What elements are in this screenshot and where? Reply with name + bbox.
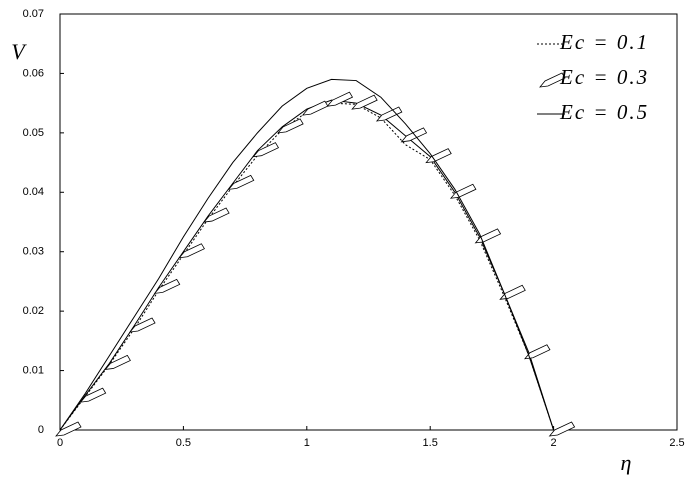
y-tick-label: 0.06 — [23, 67, 44, 79]
pencil-marker — [548, 421, 576, 437]
pencil-marker — [104, 354, 131, 370]
pencil-marker — [277, 118, 304, 134]
pencil-marker — [301, 100, 329, 116]
y-tick-label: 0.03 — [23, 246, 44, 258]
x-tick-label: 0 — [57, 437, 63, 449]
pencil-marker — [79, 387, 107, 403]
pencil-marker — [425, 148, 452, 164]
legend-symbol — [539, 72, 566, 88]
x-tick-label: 0.5 — [176, 437, 191, 449]
y-tick-label: 0.04 — [23, 186, 44, 198]
y-tick-label: 0 — [38, 424, 44, 436]
y-tick-label: 0.05 — [23, 127, 44, 139]
series-line — [59, 99, 555, 431]
x-tick-label: 1 — [304, 437, 310, 449]
legend-label: Ec = 0.5 — [559, 100, 649, 124]
x-tick-label: 1.5 — [423, 437, 438, 449]
series-line — [59, 102, 555, 431]
y-tick-label: 0.02 — [23, 305, 44, 317]
series-line — [59, 78, 555, 431]
pencil-marker — [203, 207, 230, 223]
pencil-marker — [178, 243, 205, 259]
pencil-marker — [326, 91, 354, 107]
x-axis-label: η — [621, 450, 632, 475]
legend-label: Ec = 0.3 — [559, 65, 649, 89]
pencil-marker — [523, 344, 551, 360]
pencil-marker — [55, 421, 82, 437]
plot-frame — [59, 13, 678, 431]
y-axis-label: V — [11, 39, 27, 64]
pencil-marker — [153, 278, 181, 294]
pencil-marker — [129, 317, 156, 333]
x-tick-label: 2.5 — [669, 437, 684, 449]
pencil-marker — [227, 174, 255, 190]
legend-label: Ec = 0.1 — [559, 30, 649, 54]
pencil-marker — [375, 106, 403, 122]
x-tick-label: 2 — [551, 437, 557, 449]
pencil-marker — [252, 142, 280, 158]
y-tick-label: 0.01 — [23, 364, 44, 376]
pencil-marker — [449, 183, 477, 199]
y-tick-label: 0.07 — [23, 8, 44, 20]
pencil-marker — [351, 94, 378, 110]
